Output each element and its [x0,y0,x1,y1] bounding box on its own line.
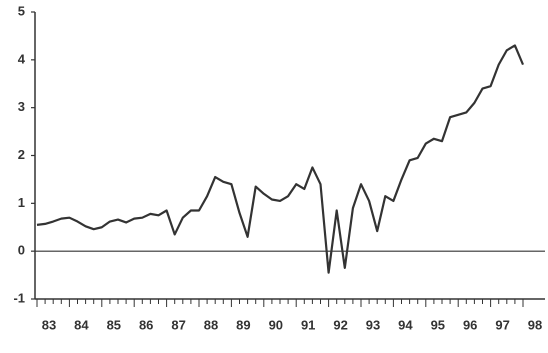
x-tick-label: 85 [107,317,121,332]
y-tick-label: -1 [13,290,25,305]
y-tick-label: 1 [18,195,25,210]
x-tick-label: 94 [398,317,413,332]
y-tick-label: 4 [18,51,26,66]
y-tick-label: 0 [18,243,25,258]
x-tick-label: 84 [74,317,89,332]
x-tick-label: 97 [495,317,509,332]
x-tick-label: 83 [42,317,56,332]
x-tick-label: 96 [463,317,477,332]
data-line [36,44,525,274]
x-tick-label: 90 [269,317,283,332]
y-tick-label: 3 [18,99,25,114]
x-tick-label: 87 [171,317,185,332]
y-tick-label: 2 [18,147,25,162]
x-tick-label: 86 [139,317,153,332]
x-tick-label: 98 [528,317,542,332]
x-tick-label: 89 [236,317,250,332]
x-tick-label: 88 [204,317,218,332]
x-tick-label: 93 [366,317,380,332]
y-tick-label: 5 [18,3,25,18]
x-tick-label: 92 [333,317,347,332]
x-tick-label: 91 [301,317,315,332]
x-tick-label: 95 [431,317,445,332]
